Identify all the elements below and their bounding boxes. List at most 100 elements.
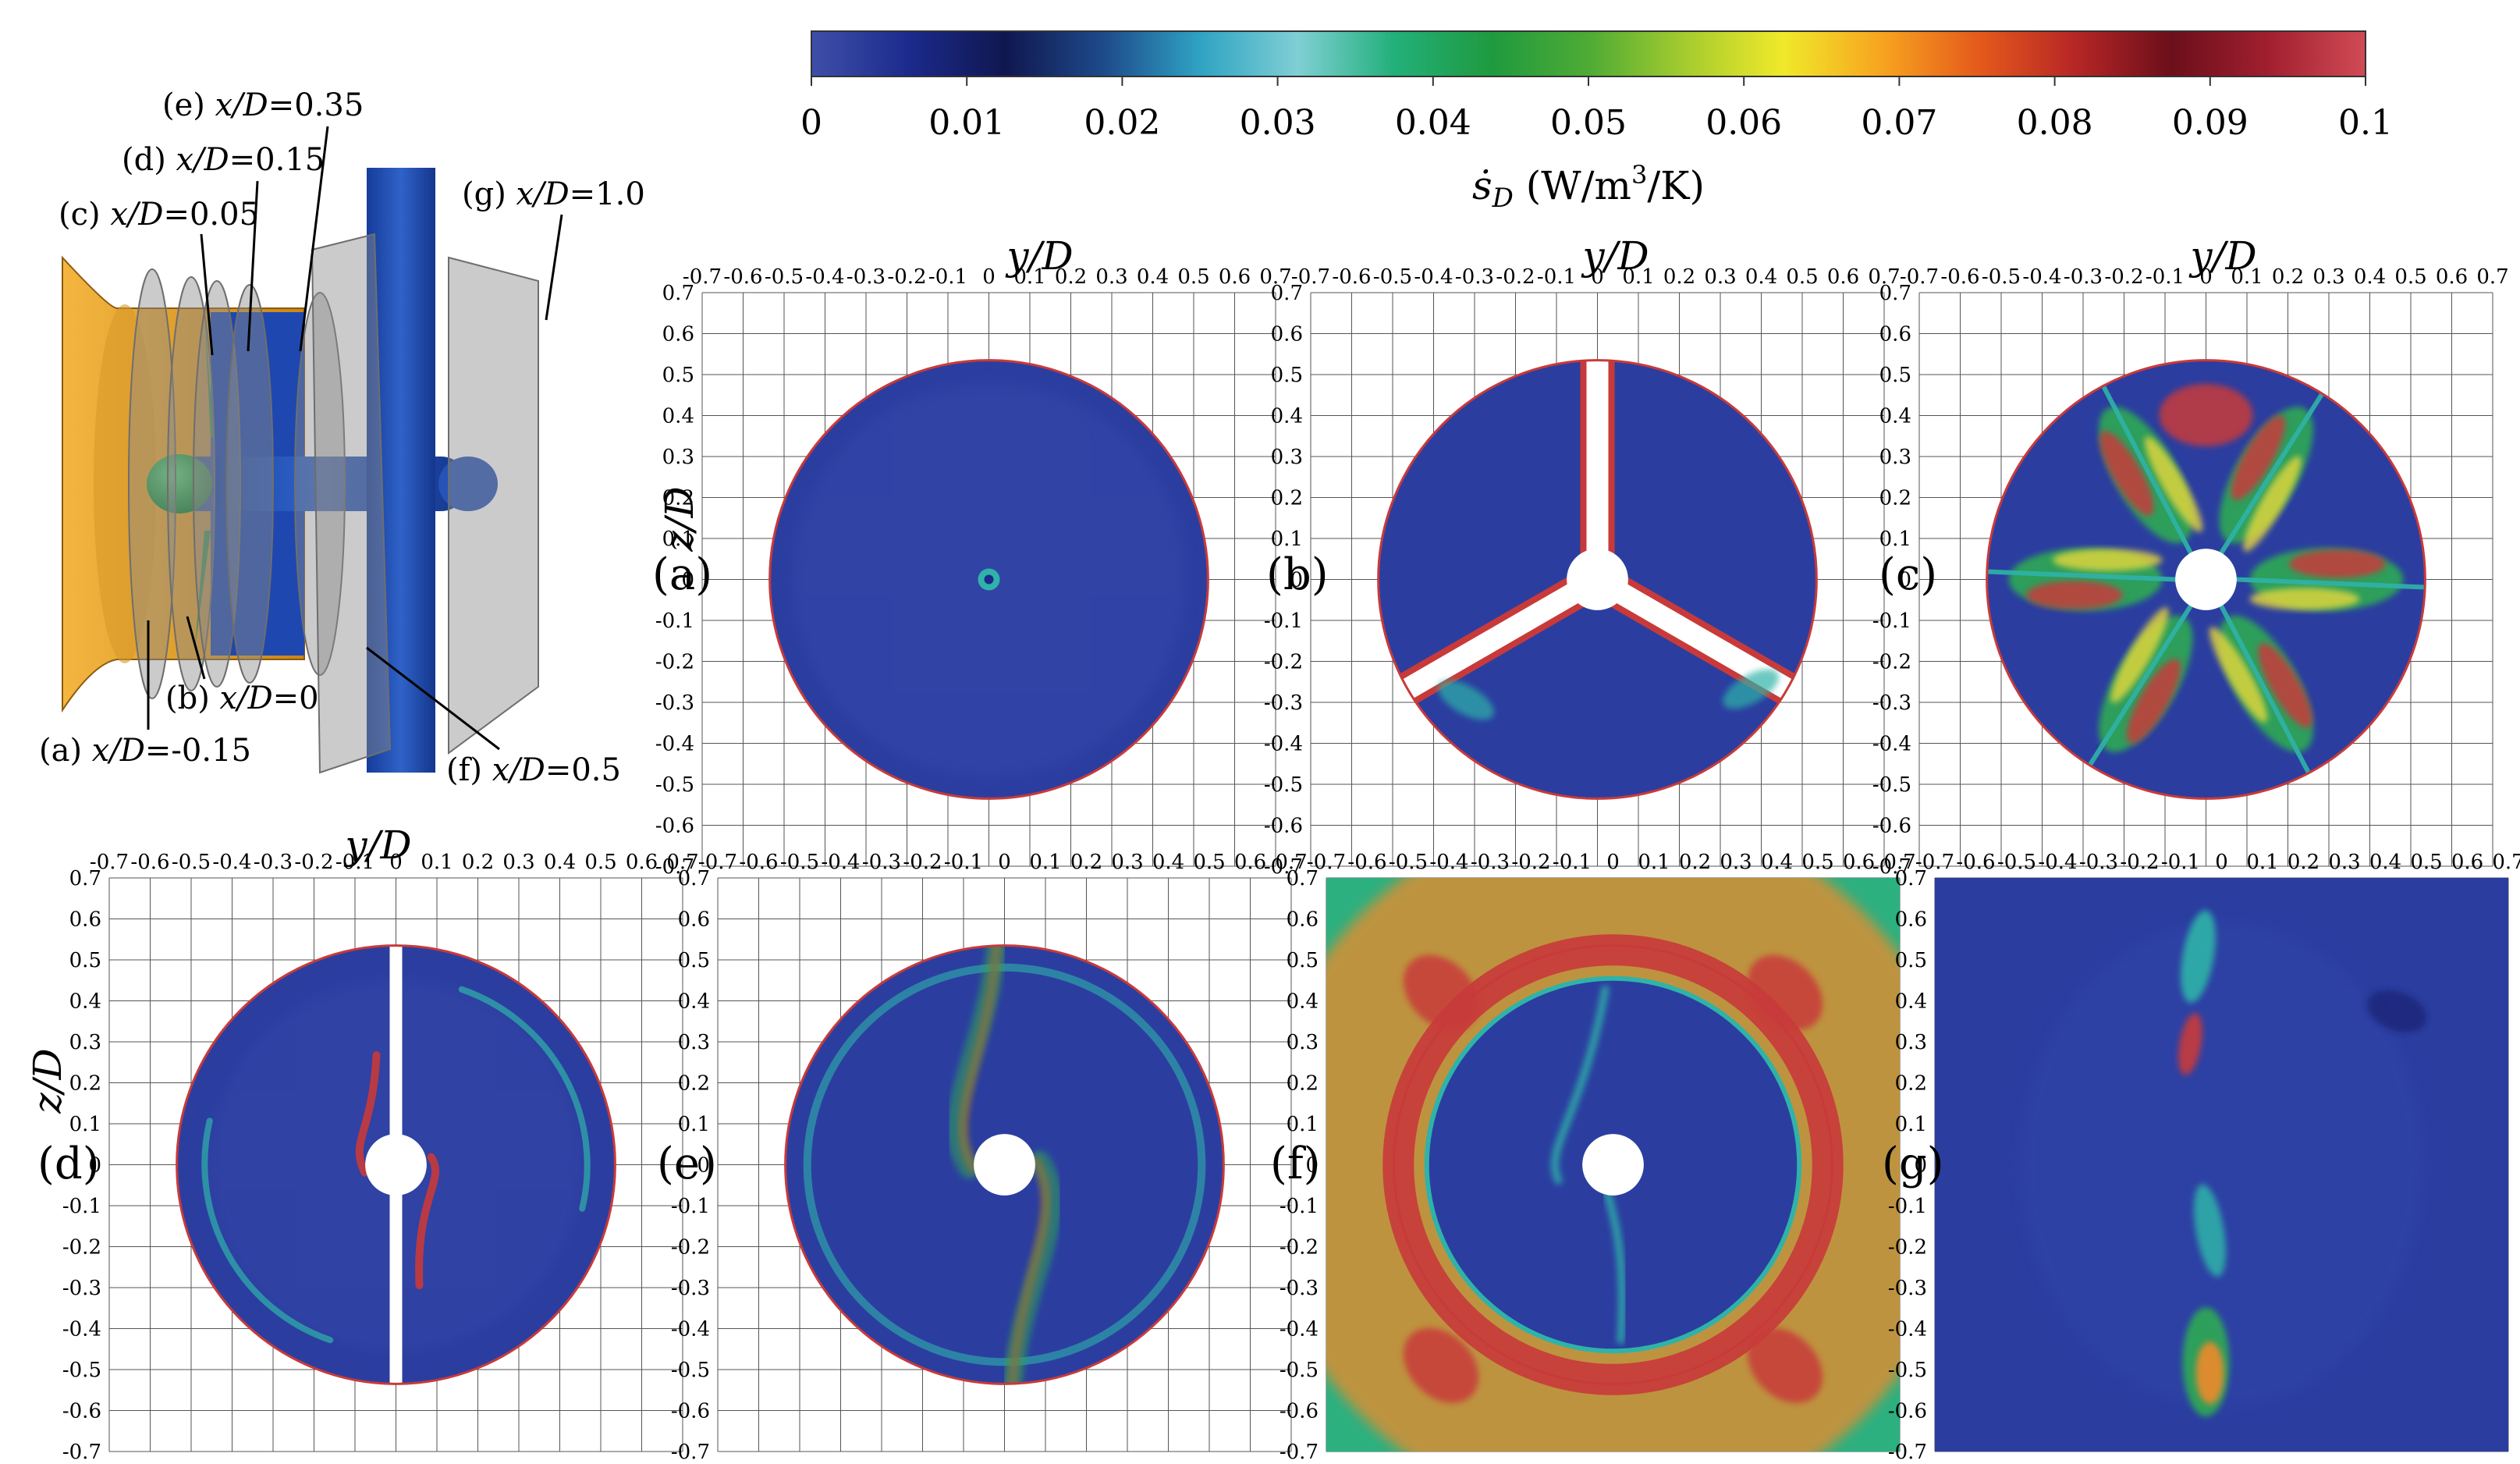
x-tick-label: 0.3 [1111,851,1143,874]
y-tick-label: 0.7 [1287,867,1319,890]
field-structure [1403,954,1479,1031]
field-structure [2219,603,2312,776]
y-tick-label: 0.4 [1895,990,1927,1014]
y-tick-label: -0.3 [1280,1277,1319,1300]
x-tick-label: 0.3 [2328,851,2360,874]
x-tick-label: 0.5 [1177,265,1209,289]
pointer-c [200,233,214,356]
field-structure [1747,954,1823,1031]
field-structure [1403,1327,1479,1403]
y-tick-label: -0.4 [1280,1318,1319,1341]
x-tick-label: 0.2 [2272,265,2304,289]
field-structure [2126,659,2181,744]
x-tick-label: 0.6 [1827,265,1859,289]
field-structure [2159,383,2253,446]
colorbar-tick-label: 0.09 [2172,103,2248,143]
x-tick-label: -0.1 [944,851,983,874]
field-structure [2178,1013,2202,1075]
x-tick-label: 0.6 [1234,851,1266,874]
y-tick-label: 0.1 [1895,1113,1927,1136]
x-tick-label: -0.7 [1307,851,1346,874]
y-tick-label: -0.2 [671,1236,710,1260]
x-tick-label: -0.4 [1429,851,1468,874]
panel-label-c: (c) [1879,549,1937,600]
pointer-b [186,616,206,680]
top-xlabel-3: y/D [2188,233,2256,279]
y-tick-label: -0.6 [1872,815,1911,838]
x-tick-label: -0.7 [698,851,737,874]
x-tick-label: -0.2 [1496,265,1535,289]
panel-ticks: -0.7-0.7-0.6-0.6-0.5-0.5-0.4-0.4-0.3-0.3… [1872,265,2509,879]
x-tick-label: 0 [1606,851,1620,874]
y-tick-label: 0.7 [1271,282,1303,305]
y-tick-label: -0.5 [671,1359,710,1382]
y-tick-label: 0.3 [1271,446,1303,469]
x-tick-label: -0.1 [335,851,374,874]
y-tick-label: 0.5 [1895,949,1927,972]
x-tick-label: 0.1 [1638,851,1670,874]
bottom-ylabel: z/D [25,1048,70,1114]
y-tick-label: 0.5 [662,364,694,387]
bottom-xlabel: y/D [343,823,411,868]
field-structure [2193,1184,2227,1277]
y-tick-label: 0.1 [1879,528,1911,551]
colorbar-tick-label: 0.05 [1550,103,1627,143]
y-tick-label: -0.3 [62,1277,101,1300]
panel-field [1986,359,2426,800]
blade-slice [1586,360,1609,580]
x-tick-label: 0.3 [1704,265,1736,289]
panel-label-d: (d) [37,1139,100,1189]
y-tick-label: 0.2 [69,1072,101,1096]
panel-ticks: -0.7-0.7-0.6-0.6-0.5-0.5-0.4-0.4-0.3-0.3… [671,851,1308,1464]
field-structure [2289,549,2386,578]
x-tick-label: -0.1 [1537,265,1576,289]
x-tick-label: 0.6 [1219,265,1251,289]
hub-hole [1567,549,1628,610]
x-tick-label: 0 [982,265,996,289]
y-tick-label: -0.3 [671,1277,710,1300]
x-tick-label: -0.2 [2120,851,2159,874]
x-tick-label: 0.7 [1259,265,1291,289]
x-tick-label: -0.3 [847,265,886,289]
y-tick-label: 0.2 [662,487,694,510]
y-tick-label: 0.2 [1271,487,1303,510]
colorbar-tick-label: 0 [800,103,822,143]
x-tick-label: -0.4 [2038,851,2077,874]
pointer-d [247,180,259,352]
plane-g [448,256,539,755]
y-tick-label: -0.7 [655,855,694,879]
panel-label-f: (f) [1270,1139,1320,1189]
panel-label-a: (a) [652,549,712,600]
duct-inlet [94,304,156,663]
y-tick-label: 0.5 [678,949,710,972]
field-structure [2209,627,2268,723]
y-tick-label: -0.1 [1888,1195,1927,1218]
x-tick-label: 0.2 [2288,851,2319,874]
y-tick-label: 0.1 [1271,528,1303,551]
schematic-label-c: (c) x/D=0.05 [59,197,259,233]
y-tick-label: -0.2 [1888,1236,1927,1260]
colorbar-gradient [811,30,2366,77]
colorbar-tick-label: 0.1 [2338,103,2393,143]
rotor-rim [784,944,1225,1385]
hub-nose [147,454,212,513]
x-tick-label: 0.1 [2246,851,2278,874]
y-tick-label: 0.4 [69,990,101,1014]
x-tick-label: 0.4 [2369,851,2401,874]
x-tick-label: -0.3 [2079,851,2118,874]
y-tick-label: 0.1 [1287,1113,1319,1136]
y-tick-label: -0.4 [1888,1318,1927,1341]
x-tick-label: 0 [389,851,403,874]
panel-field [1935,878,2508,1452]
y-tick-label: 0.6 [678,908,710,932]
x-tick-label: 0.2 [462,851,494,874]
x-tick-label: -0.6 [1347,851,1386,874]
turbine-schematic: (e) x/D=0.35 (d) x/D=0.15 (c) x/D=0.05 (… [39,87,645,788]
field-structure [2144,436,2203,532]
y-tick-label: -0.7 [1888,1441,1927,1464]
y-tick-label: -0.1 [1280,1195,1319,1218]
x-tick-label: 0.3 [2312,265,2344,289]
panel-label-g: (g) [1882,1139,1944,1189]
y-tick-label: 0.7 [1895,867,1927,890]
y-tick-label: 0.3 [69,1031,101,1054]
